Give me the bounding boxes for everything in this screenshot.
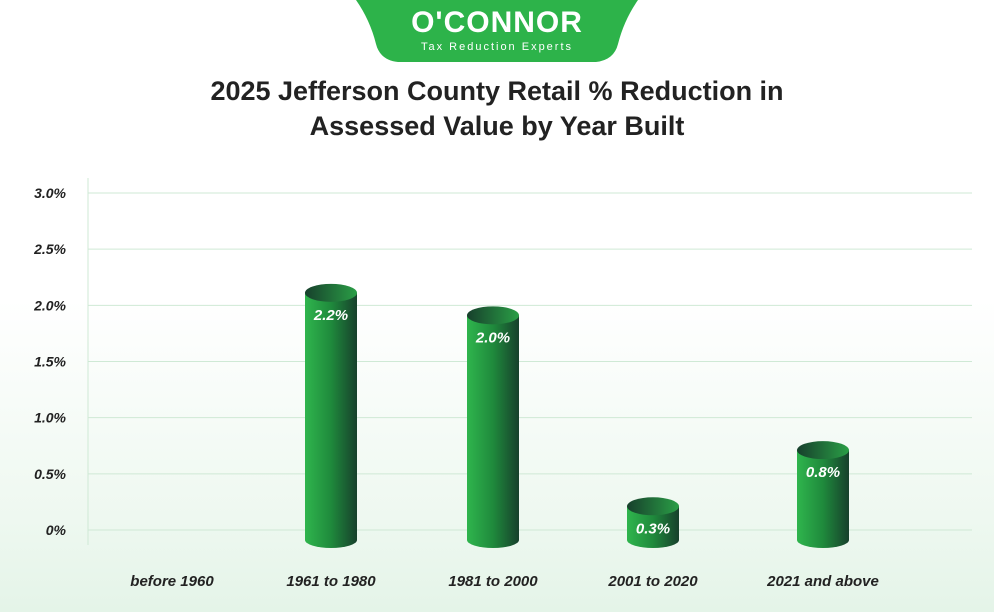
data-label: 0.3%: [636, 520, 670, 537]
bar: [305, 283, 357, 548]
y-tick-label: 2.5%: [33, 241, 66, 257]
y-tick-label: 0%: [46, 522, 67, 538]
bar-cap: [627, 497, 679, 516]
bar-cap: [305, 283, 357, 302]
bar: [797, 441, 849, 548]
logo-tagline: Tax Reduction Experts: [420, 41, 574, 53]
oconnor-logo: O'CONNOR Tax Reduction Experts: [356, 0, 638, 62]
data-label: 2.2%: [313, 307, 348, 324]
bar: [627, 497, 679, 548]
x-tick-label: 1961 to 1980: [286, 573, 376, 590]
logo-name: O'CONNOR: [411, 6, 583, 39]
chart-title: 2025 Jefferson County Retail % Reduction…: [0, 74, 994, 144]
y-tick-label: 0.5%: [34, 466, 66, 482]
title-line-1: 2025 Jefferson County Retail % Reduction…: [210, 76, 784, 106]
y-tick-label: 1.5%: [34, 354, 66, 370]
data-label: 2.0%: [475, 329, 510, 346]
title-line-2: Assessed Value by Year Built: [309, 111, 685, 141]
x-tick-label: before 1960: [130, 573, 214, 590]
y-tick-label: 3.0%: [34, 185, 66, 201]
bar: [467, 306, 519, 548]
data-label: 0.8%: [806, 464, 840, 481]
x-tick-label: 1981 to 2000: [448, 573, 538, 590]
y-tick-label: 2.0%: [33, 297, 66, 313]
y-tick-label: 1.0%: [34, 410, 66, 426]
x-tick-label: 2001 to 2020: [607, 573, 698, 590]
bar-cap: [467, 306, 519, 325]
bar-cap: [797, 441, 849, 460]
x-tick-label: 2021 and above: [766, 573, 879, 590]
